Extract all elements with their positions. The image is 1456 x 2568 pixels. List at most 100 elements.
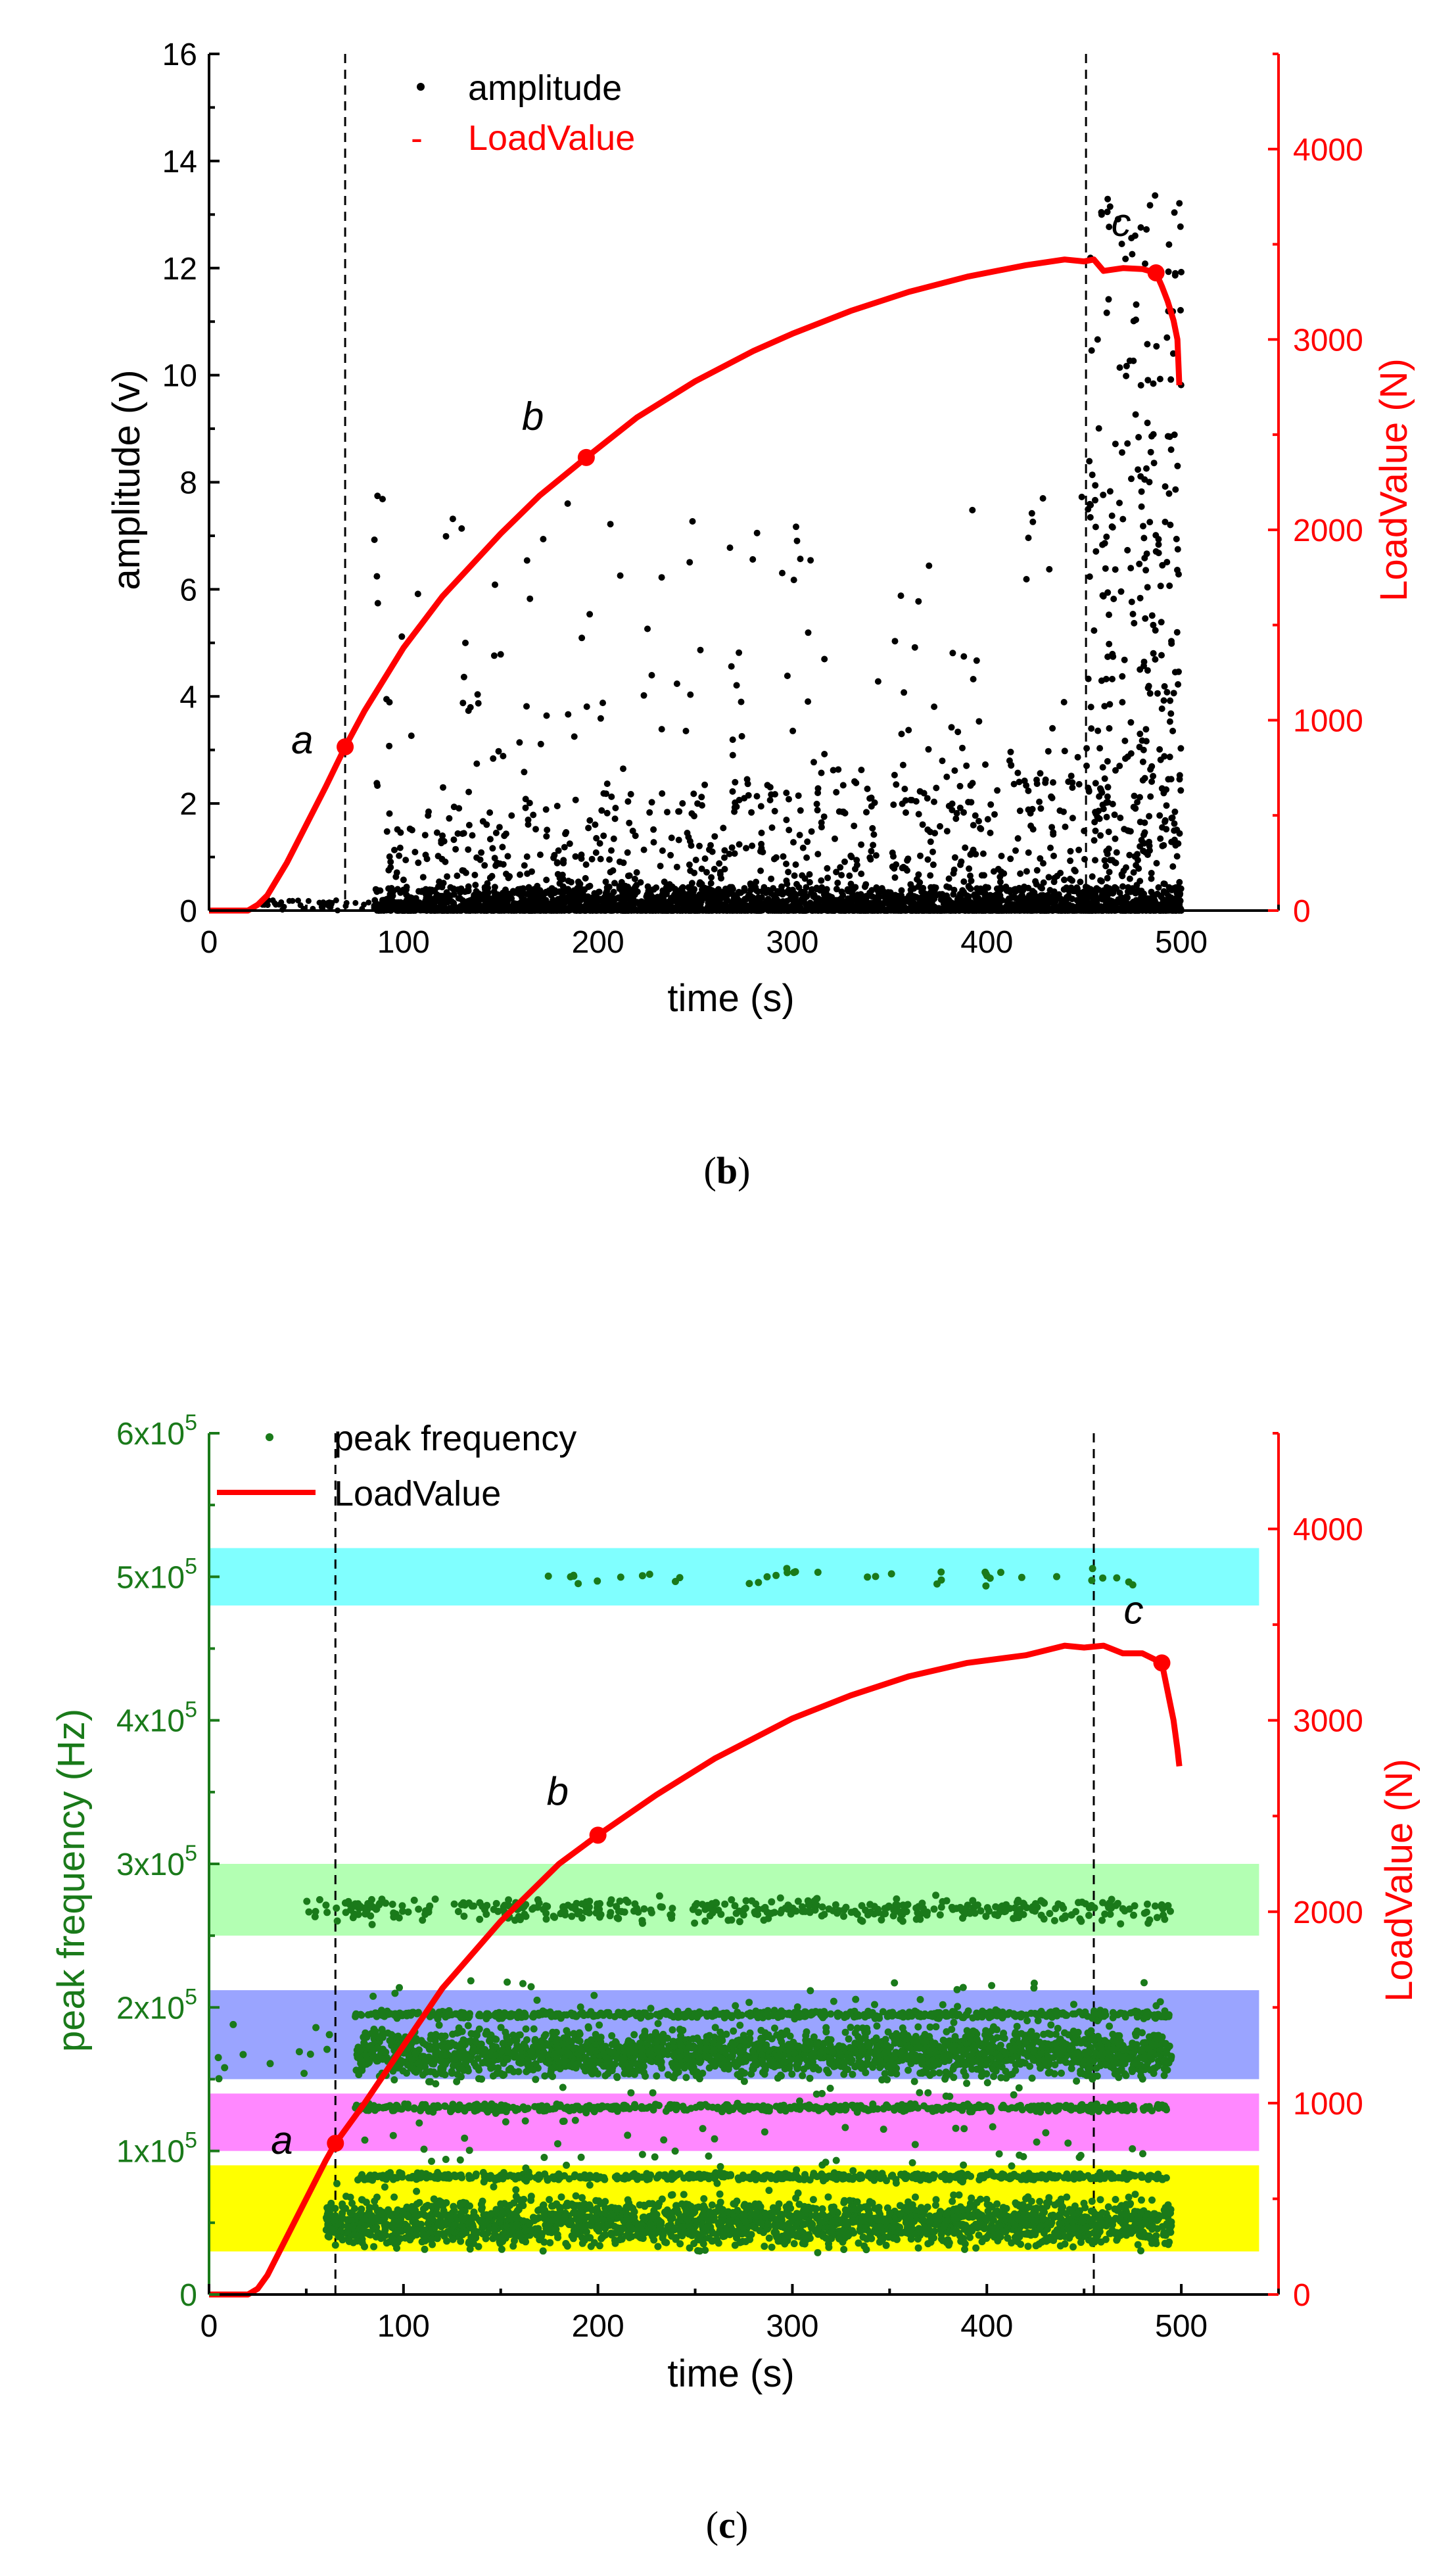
scatter-point [806,879,813,886]
scatter-point [951,854,958,861]
scatter-point [851,1907,858,1915]
scatter-point [1157,583,1164,590]
scatter-point [543,712,550,719]
scatter-point [994,787,1001,794]
scatter-point [1067,875,1073,882]
scatter-point [1106,868,1113,876]
scatter-point [650,826,657,833]
scatter-point [303,1897,311,1905]
scatter-point [784,880,791,888]
scatter-point [569,1903,576,1911]
scatter-point [869,824,876,832]
scatter-point [927,838,934,845]
scatter-point [1146,479,1153,486]
scatter-point [975,718,983,725]
scatter-point [1039,892,1046,899]
scatter-point [1097,832,1104,839]
scatter-point [1144,419,1151,427]
scatter-point [748,809,755,816]
scatter-point [1159,824,1166,831]
scatter-point [1111,811,1118,819]
scatter-point [797,807,804,814]
scatter-point [753,793,761,800]
scatter-point [325,899,331,906]
scatter-point [738,698,745,705]
scatter-point [956,891,964,898]
scatter-point [1007,855,1014,863]
scatter-point [1091,627,1098,634]
scatter-point [1152,532,1160,539]
scatter-point [899,1917,906,1925]
scatter-point [1137,666,1144,673]
scatter-point [839,782,847,789]
scatter-point [540,536,547,542]
scatter-point [1172,270,1179,277]
scatter-point [945,875,952,882]
y-tick-label: 8 [179,466,197,501]
scatter-point [528,1905,536,1913]
scatter-point [1079,897,1086,904]
scatter-point [396,852,403,859]
scatter-point [833,789,840,796]
scatter-point [673,680,680,687]
scatter-point [1042,776,1049,783]
scatter-point [904,895,910,902]
scatter-point [836,899,843,907]
scatter-point [530,811,537,819]
scatter-point [1096,793,1103,800]
scatter-point [596,840,603,847]
scatter-point [1169,727,1177,734]
scatter-point [982,761,989,768]
scatter-point [1143,226,1150,233]
scatter-point [664,809,670,816]
scatter-point [1089,873,1096,880]
scatter-point [1109,675,1115,682]
scatter-point [801,1907,809,1915]
scatter-point [782,1904,789,1912]
scatter-point [1065,778,1072,785]
scatter-point [1128,598,1135,606]
scatter-point [465,788,473,796]
scatter-point [1105,1904,1113,1911]
scatter-point [509,888,517,895]
scatter-point [866,854,874,861]
scatter-point [1023,782,1030,789]
scatter-point [965,799,972,805]
stage-label-b: b [522,394,544,439]
scatter-point [659,887,667,894]
scatter-point [1078,493,1085,500]
scatter-point [1110,653,1117,660]
scatter-point [1169,814,1176,821]
scatter-point [695,1909,703,1916]
scatter-point [794,1897,802,1905]
scatter-point [757,847,764,855]
scatter-point [949,800,956,807]
scatter-point [912,1904,920,1912]
scatter-point [515,1913,523,1920]
scatter-point [1060,1905,1068,1912]
scatter-point [1069,815,1076,822]
scatter-point [878,888,885,895]
scatter-point [1160,842,1167,849]
scatter-point [981,872,987,879]
scatter-point [937,822,943,830]
scatter-point [1112,440,1119,448]
scatter-point [1150,460,1158,467]
scatter-point [868,794,875,801]
scatter-point [726,544,734,552]
scatter-point [1148,870,1155,876]
scatter-point [1083,762,1090,769]
scatter-point [1085,1911,1092,1919]
scatter-point [783,861,789,867]
scatter-point [1112,835,1119,842]
scatter-point [281,903,287,910]
scatter-point [1087,513,1094,521]
scatter-point [1099,893,1106,900]
scatter-point [1177,787,1185,794]
scatter-point [834,879,841,886]
scatter-point [1138,503,1145,510]
scatter-point [491,855,498,862]
scatter-point [1102,863,1110,870]
scatter-point [891,771,898,778]
